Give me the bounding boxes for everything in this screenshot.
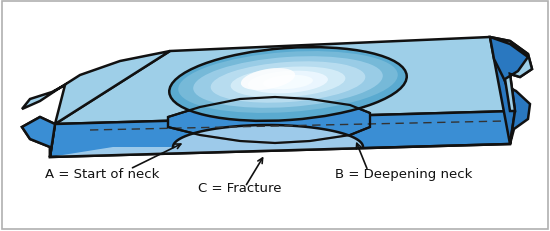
Polygon shape xyxy=(50,112,515,157)
Ellipse shape xyxy=(230,67,345,98)
Ellipse shape xyxy=(241,69,295,91)
Text: A = Start of neck: A = Start of neck xyxy=(45,167,159,180)
Polygon shape xyxy=(490,38,532,144)
Ellipse shape xyxy=(248,71,328,94)
Polygon shape xyxy=(22,118,55,157)
Ellipse shape xyxy=(169,48,407,121)
Ellipse shape xyxy=(263,76,313,90)
Ellipse shape xyxy=(211,62,365,103)
Ellipse shape xyxy=(178,52,398,113)
Text: C = Fracture: C = Fracture xyxy=(198,181,282,194)
Polygon shape xyxy=(55,38,515,125)
Polygon shape xyxy=(50,125,510,157)
Polygon shape xyxy=(22,52,170,157)
Polygon shape xyxy=(168,97,370,143)
Text: B = Deepening neck: B = Deepening neck xyxy=(335,167,472,180)
Polygon shape xyxy=(490,38,515,144)
Ellipse shape xyxy=(193,57,383,108)
Polygon shape xyxy=(490,38,532,112)
